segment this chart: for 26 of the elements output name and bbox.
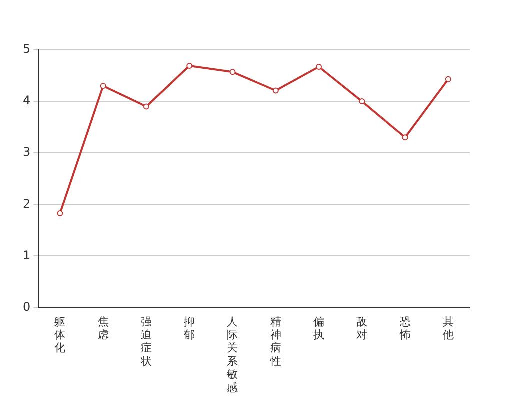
point (272, 88, 279, 94)
y-tick-label: 3 (22, 145, 31, 160)
x-tick-label: 偏执 (314, 315, 325, 342)
point (230, 69, 236, 76)
point (316, 64, 322, 70)
x-tick-label: 恐怖 (398, 315, 411, 342)
x-tick-label: 躯体化 (54, 315, 66, 355)
y-tick-label: 1 (22, 248, 31, 262)
point (186, 62, 193, 69)
y-tick-label: 4 (22, 94, 31, 108)
point (445, 76, 452, 82)
y-tick-label: 5 (22, 42, 31, 56)
point (57, 210, 64, 216)
x-tick-label: 焦虑 (98, 315, 109, 342)
point (402, 134, 408, 141)
y-tick-label: 0 (22, 300, 31, 314)
point (359, 98, 366, 105)
x-tick-label: 强迫症状 (140, 315, 152, 368)
point (100, 83, 106, 90)
x-tick-label: 其他 (442, 315, 454, 342)
x-tick-label: 抑郁 (184, 315, 196, 342)
x-tick-label: 人际关系敏感 (227, 315, 238, 394)
y-tick-label: 2 (22, 196, 31, 211)
point (143, 104, 150, 110)
x-tick-label: 精神病性 (269, 315, 282, 368)
x-tick-label: 敌对 (356, 315, 368, 342)
